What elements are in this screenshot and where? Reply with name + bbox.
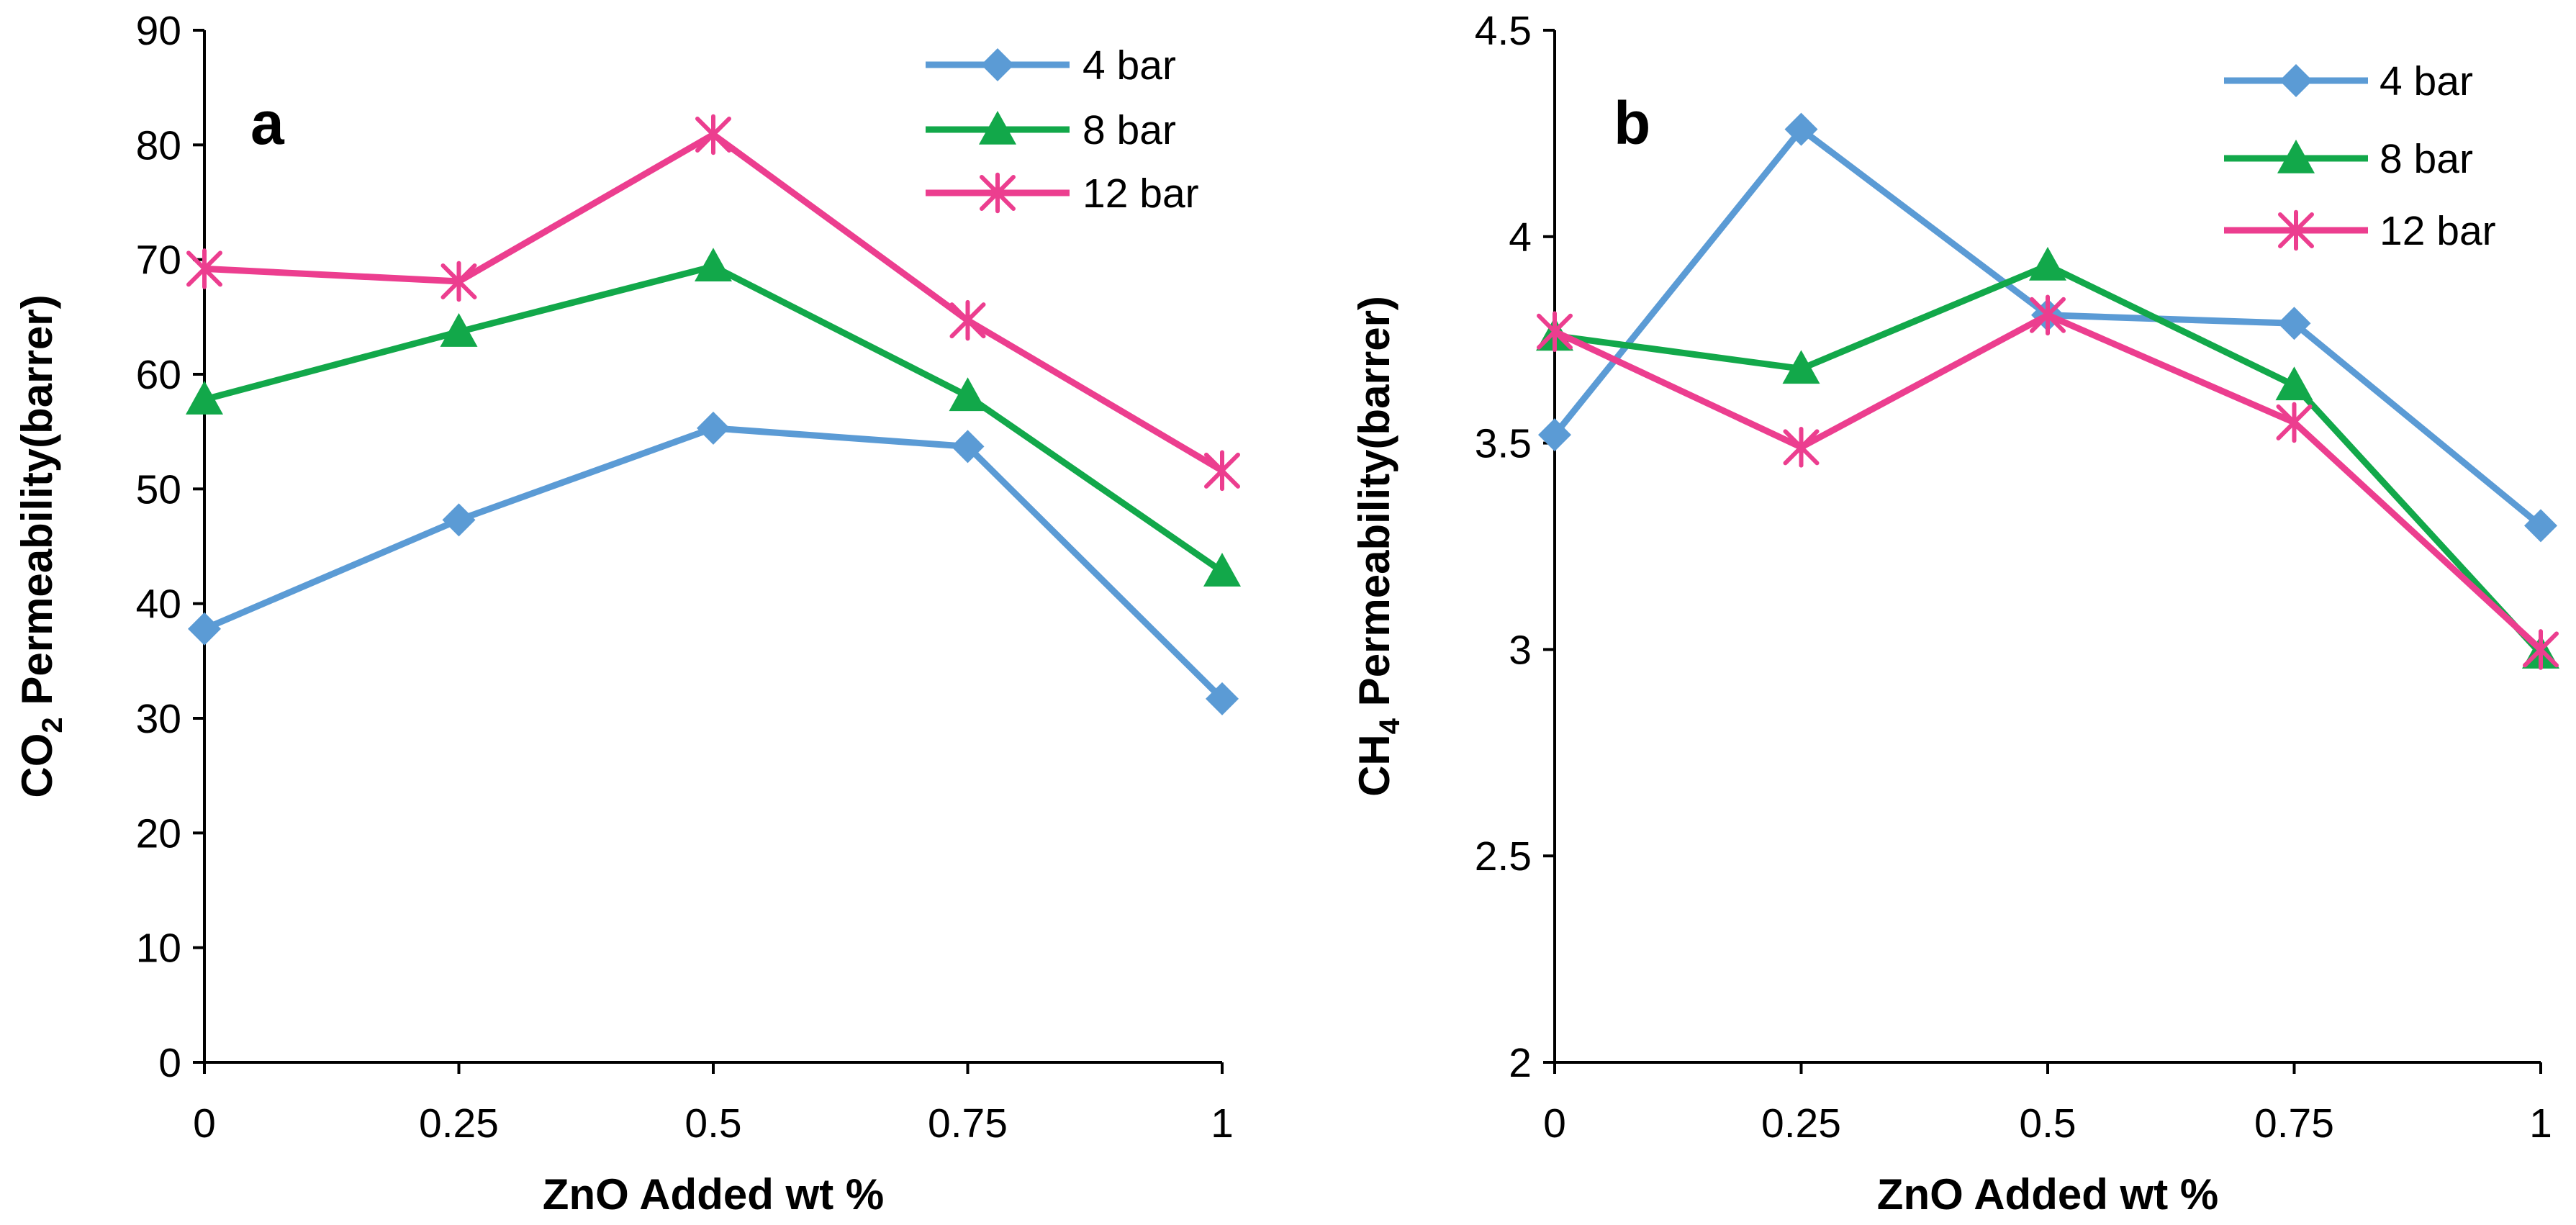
x-tick-label: 0.75 <box>2254 1100 2334 1147</box>
data-point <box>1784 112 1818 146</box>
data-point <box>695 248 732 282</box>
data-point <box>2276 402 2313 443</box>
data-point <box>186 248 222 289</box>
legend-marker <box>2278 209 2314 251</box>
x-axis-title: ZnO Added wt % <box>1877 1170 2218 1219</box>
y-tick-label: 4 <box>1509 214 1532 261</box>
y-tick-label: 3.5 <box>1475 421 1532 467</box>
legend-entry: 12 bar <box>2224 208 2496 254</box>
x-tick-label: 0.5 <box>2019 1100 2076 1147</box>
series-12-bar <box>186 114 1240 492</box>
y-tick-label: 50 <box>136 466 181 512</box>
x-tick-label: 0 <box>1543 1100 1566 1147</box>
legend-label: 8 bar <box>2380 136 2473 182</box>
y-tick-label: 30 <box>136 696 181 742</box>
legend-entry: 4 bar <box>2224 58 2473 104</box>
data-point <box>1782 350 1820 384</box>
data-point <box>2275 366 2313 401</box>
legend-label: 4 bar <box>2380 58 2473 104</box>
y-tick-label: 70 <box>136 238 181 284</box>
y-tick-label: 40 <box>136 582 181 628</box>
panel-a-co2-chart: 0 10 20 30 40 50 60 70 80 90 0 0.25 0.5 0.75 1 ZnO Adde… <box>13 8 1241 1219</box>
y-tick-label: 90 <box>136 8 181 54</box>
data-point <box>2030 294 2066 336</box>
data-point <box>1538 418 1571 452</box>
data-point <box>1783 427 1820 468</box>
y-tick-label: 60 <box>136 352 181 398</box>
data-point <box>1204 450 1240 492</box>
y-tick-label: 80 <box>136 122 181 168</box>
y-axis-title: CH4 Permeability(barrer) <box>1350 296 1406 797</box>
data-point <box>1206 682 1239 715</box>
data-point <box>2277 307 2311 340</box>
legend-marker <box>2279 64 2313 97</box>
series-12-bar <box>1537 294 2559 670</box>
data-point <box>1537 311 1573 353</box>
x-tick-label: 0.75 <box>928 1100 1008 1147</box>
legend-marker <box>2277 140 2315 173</box>
legend-entry: 8 bar <box>926 107 1176 153</box>
data-point <box>188 612 221 646</box>
legend-label: 12 bar <box>2380 208 2496 254</box>
data-point <box>440 261 477 302</box>
data-point <box>949 377 987 412</box>
data-point <box>2523 629 2559 670</box>
legend: 4 bar 8 bar 12 bar <box>926 42 1199 217</box>
y-axis-title: CO2 Permeability(barrer) <box>13 294 68 797</box>
series-4-bar <box>188 411 1239 715</box>
legend-entry: 12 bar <box>926 171 1199 217</box>
data-point <box>442 503 476 537</box>
x-tick-label: 0.5 <box>684 1100 741 1147</box>
legend-label: 12 bar <box>1083 171 1199 217</box>
legend-marker <box>979 111 1016 145</box>
series-8-bar <box>186 248 1241 587</box>
x-tick-label: 1 <box>2529 1100 2552 1147</box>
data-point <box>695 114 731 155</box>
data-point <box>951 430 985 464</box>
x-tick-label: 0.25 <box>419 1100 499 1147</box>
y-tick-label: 10 <box>136 926 181 972</box>
panel-label: a <box>250 89 285 157</box>
panel-b-ch4-chart: 2 2.5 3 3.5 4 4.5 0 0.25 0.5 0.75 1 ZnO Added wt % C… <box>1350 8 2559 1219</box>
x-tick-label: 0 <box>193 1100 216 1147</box>
x-tick-label: 0.25 <box>1761 1100 1841 1147</box>
y-tick-label: 20 <box>136 810 181 856</box>
data-point <box>2029 246 2066 281</box>
legend-marker <box>981 48 1014 81</box>
x-tick-label: 1 <box>1211 1100 1234 1147</box>
x-axis-title: ZnO Added wt % <box>543 1170 884 1219</box>
legend-entry: 8 bar <box>2224 136 2473 182</box>
y-tick-label: 2.5 <box>1475 833 1532 880</box>
y-tick-label: 4.5 <box>1475 8 1532 54</box>
legend-entry: 4 bar <box>926 42 1176 89</box>
data-point <box>697 411 730 445</box>
series-line <box>1553 312 2544 652</box>
legend: 4 bar 8 bar 12 bar <box>2224 58 2496 254</box>
legend-label: 8 bar <box>1083 107 1176 153</box>
data-point <box>1203 553 1241 587</box>
y-tick-label: 3 <box>1509 627 1532 673</box>
data-point <box>949 299 986 341</box>
legend-label: 4 bar <box>1083 42 1176 89</box>
data-point <box>186 381 223 415</box>
y-tick-label: 0 <box>158 1040 181 1086</box>
panel-label: b <box>1614 89 1650 157</box>
legend-marker <box>980 172 1016 214</box>
data-point <box>2524 509 2557 543</box>
y-tick-label: 2 <box>1509 1040 1532 1086</box>
data-point <box>440 313 478 347</box>
